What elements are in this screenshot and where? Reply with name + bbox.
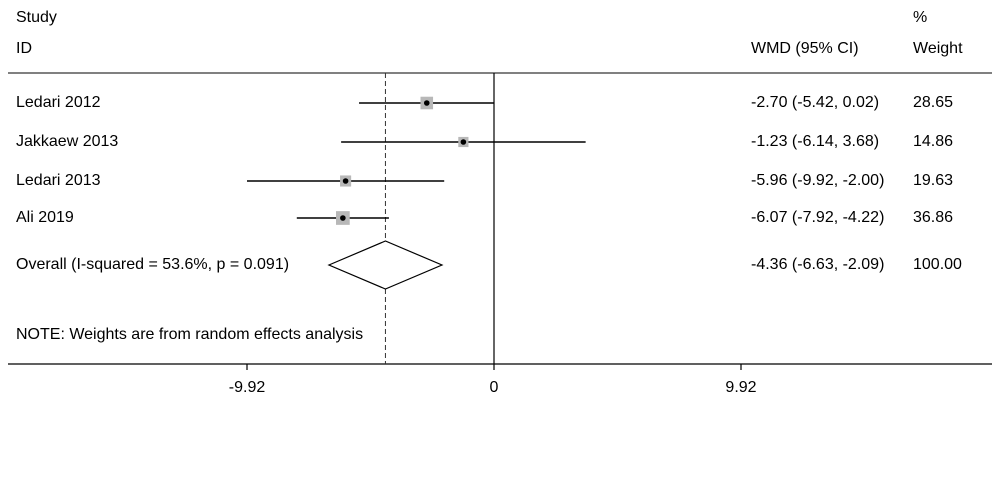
study-weight: 19.63 [913, 172, 954, 189]
study-ci-text: -6.07 (-7.92, -4.22) [751, 209, 885, 226]
x-tick-label: 9.92 [725, 379, 756, 396]
x-tick-label: -9.92 [229, 379, 266, 396]
study-point-estimate [423, 100, 430, 106]
study-point-estimate [460, 139, 467, 145]
header-study: Study [16, 9, 57, 26]
overall-label: Overall (I-squared = 53.6%, p = 0.091) [16, 256, 290, 273]
x-tick-label: 0 [490, 379, 499, 396]
study-weight: 28.65 [913, 94, 954, 111]
overall-ci-text: -4.36 (-6.63, -2.09) [751, 256, 885, 273]
study-label: Jakkaew 2013 [16, 133, 119, 150]
study-label: Ledari 2013 [16, 172, 101, 189]
study-ci-text: -2.70 (-5.42, 0.02) [751, 94, 880, 111]
header-effect: WMD (95% CI) [751, 40, 859, 57]
study-weight: 36.86 [913, 209, 954, 226]
overall-weight: 100.00 [913, 256, 962, 273]
header-weight-percent: % [913, 9, 928, 26]
study-label: Ledari 2012 [16, 94, 101, 111]
study-ci-text: -1.23 (-6.14, 3.68) [751, 133, 880, 150]
header-weight: Weight [913, 40, 963, 57]
header-id: ID [16, 40, 32, 57]
study-ci-text: -5.96 (-9.92, -2.00) [751, 172, 885, 189]
footnote: NOTE: Weights are from random effects an… [16, 326, 364, 343]
overall-diamond [327, 240, 444, 290]
study-point-estimate [342, 178, 349, 184]
study-weight: 14.86 [913, 133, 954, 150]
study-label: Ali 2019 [16, 209, 74, 226]
study-point-estimate [340, 215, 346, 221]
